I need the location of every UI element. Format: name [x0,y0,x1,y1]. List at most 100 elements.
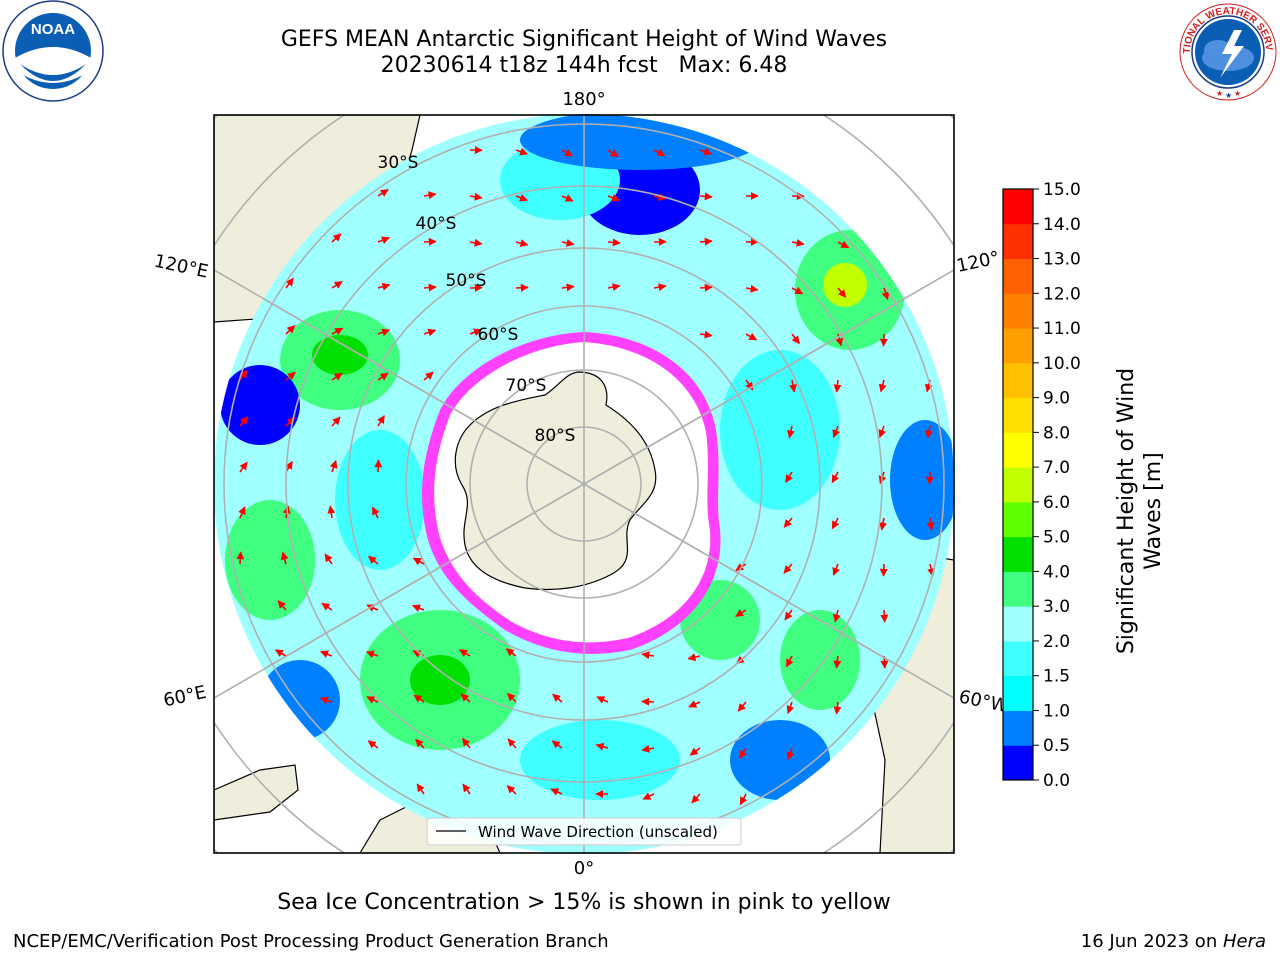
wave-arrow-117 [366,696,379,704]
wave-region-15 [335,430,425,570]
wave-arrow-85 [926,517,935,531]
wave-arrow-56 [423,371,434,381]
colorbar-segment-11 [1003,362,1033,399]
colorbar-tick-label-4: 2.0 [1043,632,1070,652]
wave-arrow-40 [837,287,847,298]
colorbar-segment-6 [1003,536,1033,572]
wave-arrow-35 [607,283,621,292]
wave-arrow-72 [329,459,338,473]
colorbar-tick-label-16: 14.0 [1043,215,1081,235]
wind-wave-arrows [236,146,936,806]
wave-arrow-96 [277,600,287,611]
wave-arrow-46 [469,328,482,337]
wave-arrow-80 [327,505,336,519]
wave-arrow-20 [515,239,529,248]
colorbar-segment-16 [1003,189,1033,225]
wave-arrow-87 [280,551,289,565]
lon-label-0: 0° [574,858,594,879]
chart-subtitle: 20230614 t18z 144h fcst Max: 6.48 [380,53,788,78]
colorbar-tick-label-0: 0.0 [1043,771,1070,791]
wave-arrow-64 [331,416,341,427]
wave-arrow-19 [469,238,483,247]
colorbar-tick-label-6: 4.0 [1043,562,1070,582]
wave-arrow-54 [331,372,343,381]
wave-arrow-120 [507,692,517,703]
legend-label: Wind Wave Direction (unscaled) [478,823,718,841]
colorbar: 0.0 0.5 1.0 1.5 2.0 3.0 4.0 5.0 6.0 7.0 8.0 9.0 10.0… [1002,180,1081,791]
wave-arrow-74 [785,471,793,483]
wave-arrow-111 [687,653,701,662]
colorbar-tick-label-7: 5.0 [1043,528,1070,548]
colorbar-segment-1 [1003,710,1033,746]
colorbar-segment-2 [1003,675,1033,711]
wave-arrow-62 [239,416,249,427]
wave-arrow-21 [561,238,575,247]
wave-arrow-68 [878,425,887,438]
wave-arrow-84 [879,517,888,531]
wave-region-10 [730,720,830,800]
wave-arrow-29 [331,280,343,289]
wave-arrow-36 [653,283,667,292]
wave-arrow-116 [319,696,333,705]
lat-label-80s: 80°S [535,426,576,446]
wave-arrow-24 [699,237,713,246]
sea-ice-note: Sea Ice Concentration > 15% is shown in … [277,890,891,915]
wave-arrow-67 [832,425,840,438]
wave-arrow-18 [423,237,437,246]
wave-arrow-129 [415,738,425,749]
wave-region-5 [312,335,368,375]
wave-region-14 [720,350,840,510]
wave-arrow-121 [552,693,563,703]
wave-arrow-134 [641,744,655,753]
wave-arrow-7 [423,191,437,200]
lon-label-60e: 60°E [162,682,209,712]
colorbar-tick-label-10: 8.0 [1043,423,1070,443]
footer-machine: Hera [1222,931,1266,952]
wave-region-17 [780,610,860,710]
wave-arrow-92 [783,563,793,574]
wave-arrow-55 [377,372,389,381]
wave-arrow-65 [377,415,385,427]
wave-arrow-135 [689,747,701,756]
colorbar-tick-label-15: 13.0 [1043,250,1081,270]
wave-arrow-59 [833,379,842,393]
lat-label-30s: 30°S [378,153,419,173]
wave-arrow-128 [367,740,379,749]
colorbar-tick-label-9: 7.0 [1043,458,1070,478]
wave-arrow-44 [377,328,391,337]
lon-label-120w: 120° [955,247,1002,277]
wave-arrow-97 [321,602,333,611]
colorbar-tick-label-12: 10.0 [1043,354,1081,374]
colorbar-segment-14 [1003,258,1033,294]
wave-arrow-108 [459,649,471,657]
lon-label-60w: 60°W [957,686,1010,717]
colorbar-frame [1002,188,1034,781]
noaa-logo-text: NOAA [31,21,75,38]
colorbar-tick-label-14: 12.0 [1043,284,1081,304]
wave-arrow-58 [789,379,797,393]
wave-arrow-145 [739,793,748,806]
colorbar-segment-5 [1003,571,1033,607]
wave-arrow-13 [699,192,713,201]
colorbar-segment-10 [1003,397,1033,433]
wave-arrow-22 [607,238,621,247]
wave-arrow-17 [377,236,390,245]
wave-arrow-38 [745,284,759,293]
wave-arrow-109 [505,648,517,657]
wave-arrow-113 [785,655,794,668]
wave-arrow-6 [377,188,389,197]
wave-arrow-27 [837,240,850,249]
colorbar-segment-8 [1003,467,1033,503]
wave-arrow-70 [239,461,248,473]
wave-arrow-125 [737,701,747,712]
wave-arrow-132 [551,740,563,749]
wave-arrow-9 [515,193,528,202]
wave-arrow-133 [595,742,609,751]
wave-arrow-1 [515,147,529,156]
wave-arrow-124 [688,700,701,708]
wave-arrow-139 [462,783,471,795]
wave-arrow-101 [784,609,793,621]
wave-arrow-104 [274,649,287,657]
wave-arrow-77 [925,471,934,485]
wave-arrow-119 [460,693,471,703]
